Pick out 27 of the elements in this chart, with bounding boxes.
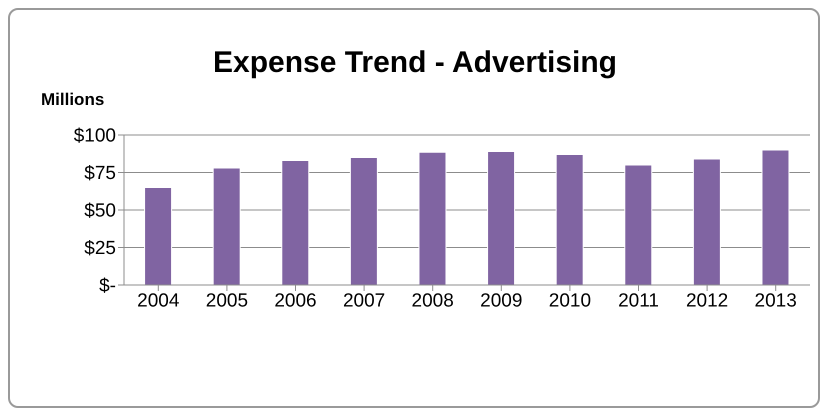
bar <box>624 164 652 285</box>
x-tick-label: 2008 <box>412 290 454 312</box>
x-tick-label: 2009 <box>480 290 522 312</box>
bar <box>281 160 310 285</box>
bar <box>212 168 241 285</box>
bar <box>350 157 378 285</box>
bar <box>556 154 584 285</box>
y-tick-label: $100 <box>74 126 116 147</box>
x-tick-label: 2004 <box>137 290 180 312</box>
x-tick-label: 2006 <box>274 290 317 312</box>
bar <box>144 187 172 285</box>
chart-title: Expense Trend - Advertising <box>212 46 618 80</box>
y-tick-label: $- <box>99 276 116 297</box>
y-tick-label: $50 <box>84 200 116 222</box>
bar <box>692 158 721 285</box>
x-tick-label: 2005 <box>206 290 248 312</box>
x-tick-label: 2010 <box>548 290 592 312</box>
x-tick-label: 2013 <box>754 290 797 312</box>
y-tick-label: $75 <box>84 163 116 184</box>
x-tick-label: 2012 <box>686 290 728 312</box>
y-tick-label: $25 <box>84 238 116 260</box>
bar <box>487 151 516 285</box>
bar <box>418 152 446 285</box>
y-axis-title: Millions <box>41 90 104 110</box>
x-tick-label: 2011 <box>618 290 659 312</box>
bar <box>761 150 790 285</box>
x-tick-label: 2007 <box>342 290 386 312</box>
